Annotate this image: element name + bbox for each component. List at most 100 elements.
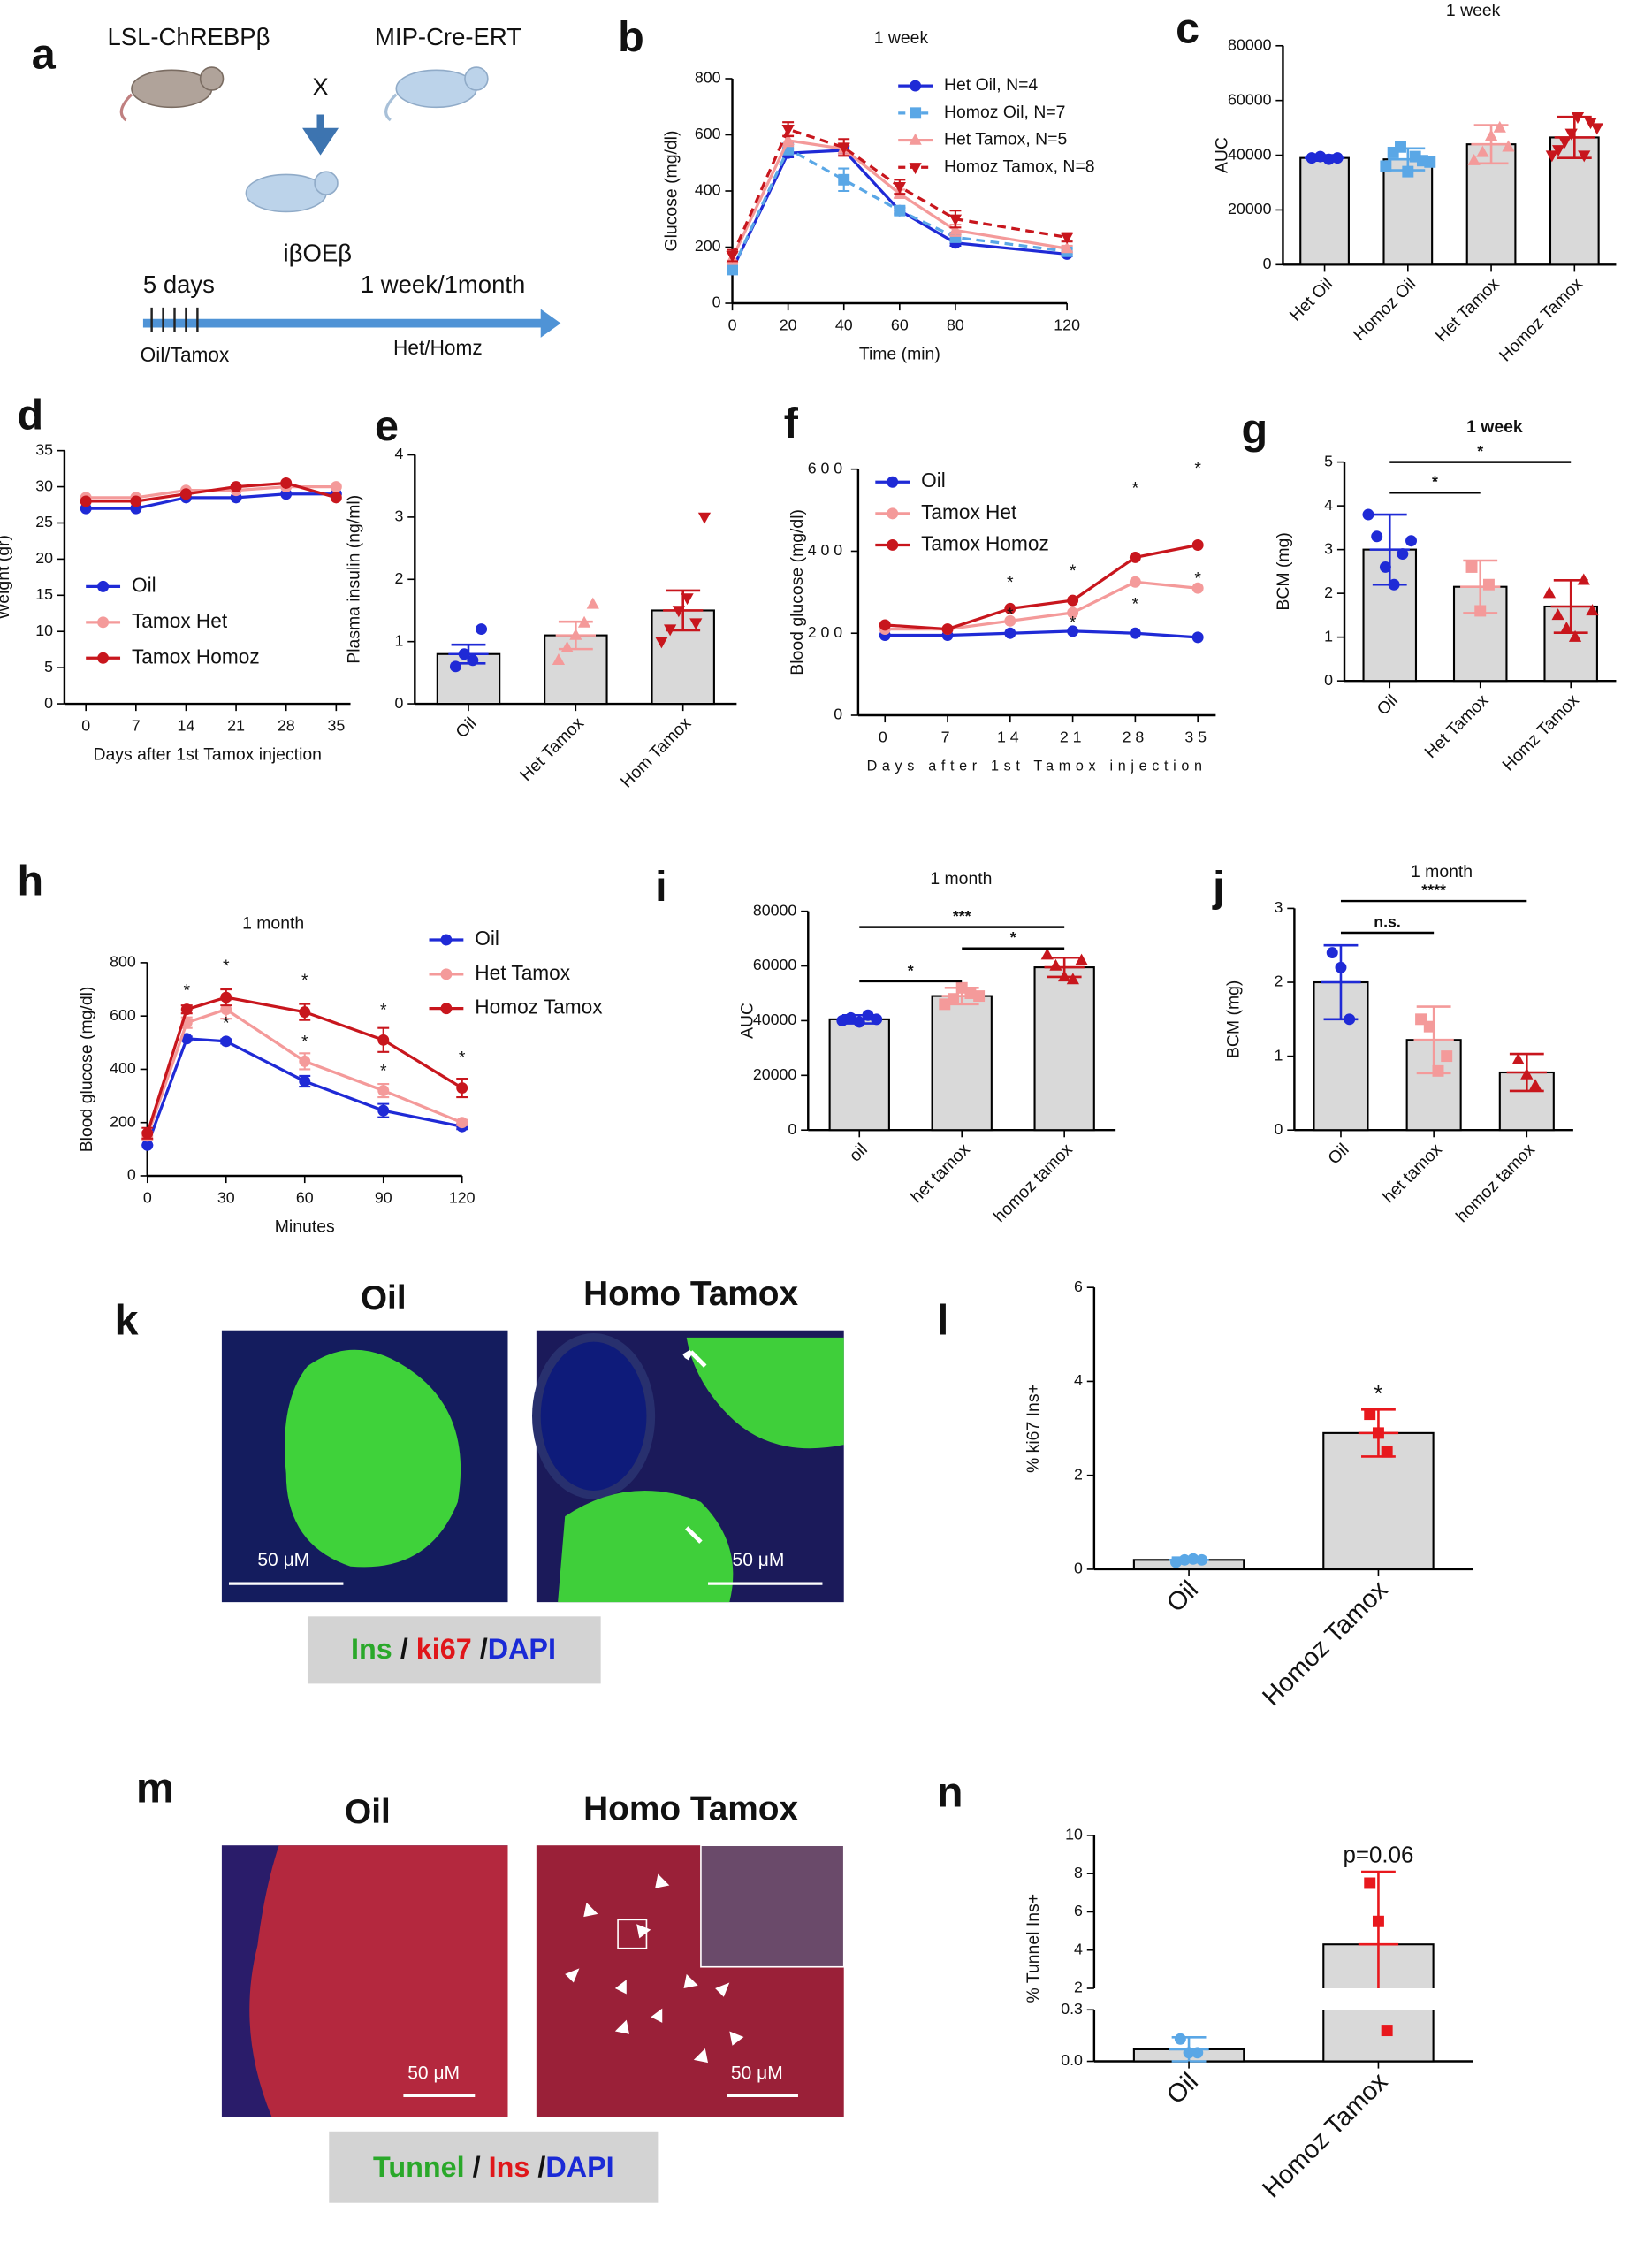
marker	[1371, 530, 1383, 543]
marker	[180, 1003, 193, 1016]
marker	[1395, 141, 1406, 153]
chart-title: 1 week	[1466, 417, 1523, 437]
marker	[1381, 2025, 1393, 2037]
marker	[1578, 150, 1591, 163]
marker	[1551, 145, 1565, 157]
marker	[1067, 625, 1079, 637]
marker	[560, 640, 574, 652]
marker	[330, 492, 342, 504]
error-bar	[1358, 1870, 1399, 2009]
x-tick-label: Homoz Tamox	[1258, 2067, 1394, 2203]
y-axis-label: % Tunnel Ins+	[1024, 1894, 1043, 2003]
separator: /	[480, 1633, 488, 1665]
y-tick-label: 20000	[1228, 200, 1272, 217]
marker	[456, 1117, 468, 1129]
marker	[1560, 621, 1573, 633]
significance-label: *	[1010, 928, 1016, 946]
marker	[476, 623, 488, 636]
legend-label: Tamox Homoz	[921, 531, 1049, 554]
image-title: Homo Tamox	[583, 1790, 798, 1828]
marker	[894, 204, 906, 217]
significance-label: *	[1432, 473, 1438, 491]
marker	[1388, 578, 1400, 591]
error-bar	[1321, 943, 1361, 1021]
y-tick-label: 800	[110, 953, 136, 971]
mouse-tail	[119, 93, 133, 122]
marker	[1191, 631, 1204, 644]
marker	[1558, 136, 1572, 149]
marker	[1196, 1553, 1208, 1566]
legend-marker	[97, 616, 110, 629]
stain: DAPI	[488, 1633, 556, 1665]
panel-letter: n	[937, 1768, 963, 1816]
stain: ki67	[416, 1633, 472, 1665]
series-line	[731, 127, 1068, 256]
legend-label: Homoz Tamox	[475, 996, 603, 1019]
marker	[280, 477, 293, 489]
islet	[249, 1845, 508, 2117]
y-tick-label: 3	[1275, 898, 1283, 916]
marker	[697, 512, 712, 524]
marker	[1067, 594, 1079, 607]
inset-box	[617, 1919, 648, 1949]
y-tick-label: 0	[1275, 1120, 1283, 1138]
y-tick-label: 4	[1074, 1940, 1083, 1957]
marker	[230, 481, 242, 493]
y-tick-label: 200	[110, 1112, 136, 1130]
marker	[879, 619, 891, 631]
series-line	[885, 629, 1199, 639]
y-tick-label: 8	[1074, 1864, 1083, 1881]
x-tick-label: Homoz Tamox	[1258, 1575, 1394, 1712]
y-tick-label: 1	[1324, 627, 1333, 645]
stain: Ins	[489, 2150, 530, 2182]
marker	[948, 214, 963, 226]
marker	[1372, 1915, 1384, 1927]
x-tick-label: 0	[728, 317, 737, 334]
mouse-icon	[395, 69, 477, 109]
annotation: *	[1007, 605, 1014, 624]
x-axis-label: Minutes	[275, 1217, 335, 1236]
chart-c: c 1 week AUC 0 20000 40000 60000 80000 Het Oil Ho…	[1176, 1, 1617, 365]
x-tick-label: 120	[1054, 317, 1080, 334]
marker	[299, 1055, 311, 1067]
marker	[1372, 1427, 1384, 1439]
y-axis-label: BCM (mg)	[1224, 980, 1244, 1058]
x-tick-label: Het Tamox	[1420, 690, 1492, 762]
marker	[655, 637, 668, 649]
marker	[1191, 539, 1204, 551]
marker	[552, 653, 566, 665]
marker	[1067, 607, 1079, 619]
y-tick-label: 0	[712, 294, 721, 311]
x-tick-label: Homz Tamox	[1498, 690, 1583, 775]
bar	[1299, 156, 1350, 266]
chart-title: 1 week	[1446, 1, 1501, 20]
marker	[1528, 1079, 1542, 1091]
marker	[220, 1035, 232, 1048]
marker	[672, 606, 685, 618]
legend-marker	[887, 476, 899, 488]
y-tick-label: 0	[127, 1166, 136, 1184]
annotation: *	[1374, 1382, 1382, 1407]
marker	[1520, 1067, 1534, 1080]
series-line	[86, 484, 337, 500]
marker	[1364, 1408, 1376, 1421]
stain-legend-text: Ins / ki67 /DAPI	[351, 1633, 556, 1665]
marker	[681, 593, 694, 606]
y-tick-label: 20	[35, 549, 53, 567]
inset	[700, 1844, 845, 1968]
marker	[1066, 973, 1079, 985]
y-tick-label: 60000	[1228, 90, 1272, 108]
x-tick-label: Oil	[1161, 2068, 1204, 2110]
y-tick-label: 30	[35, 477, 53, 494]
legend-marker	[887, 538, 899, 551]
chart-n: n % Tunnel Ins+ 0.0 0.3 2 4 6 8 10 Oil Homoz Tamox…	[937, 1768, 1476, 2203]
marker	[1344, 1013, 1356, 1026]
y-tick-label: 0	[788, 1120, 796, 1138]
marker	[141, 1127, 154, 1140]
marker	[837, 142, 850, 155]
bar	[1498, 1071, 1555, 1132]
x-tick-label: 21	[1060, 729, 1085, 746]
x-tick-label: Het Tamox	[1432, 274, 1504, 346]
axis-break	[1097, 1987, 1476, 2010]
marker	[1314, 150, 1327, 163]
